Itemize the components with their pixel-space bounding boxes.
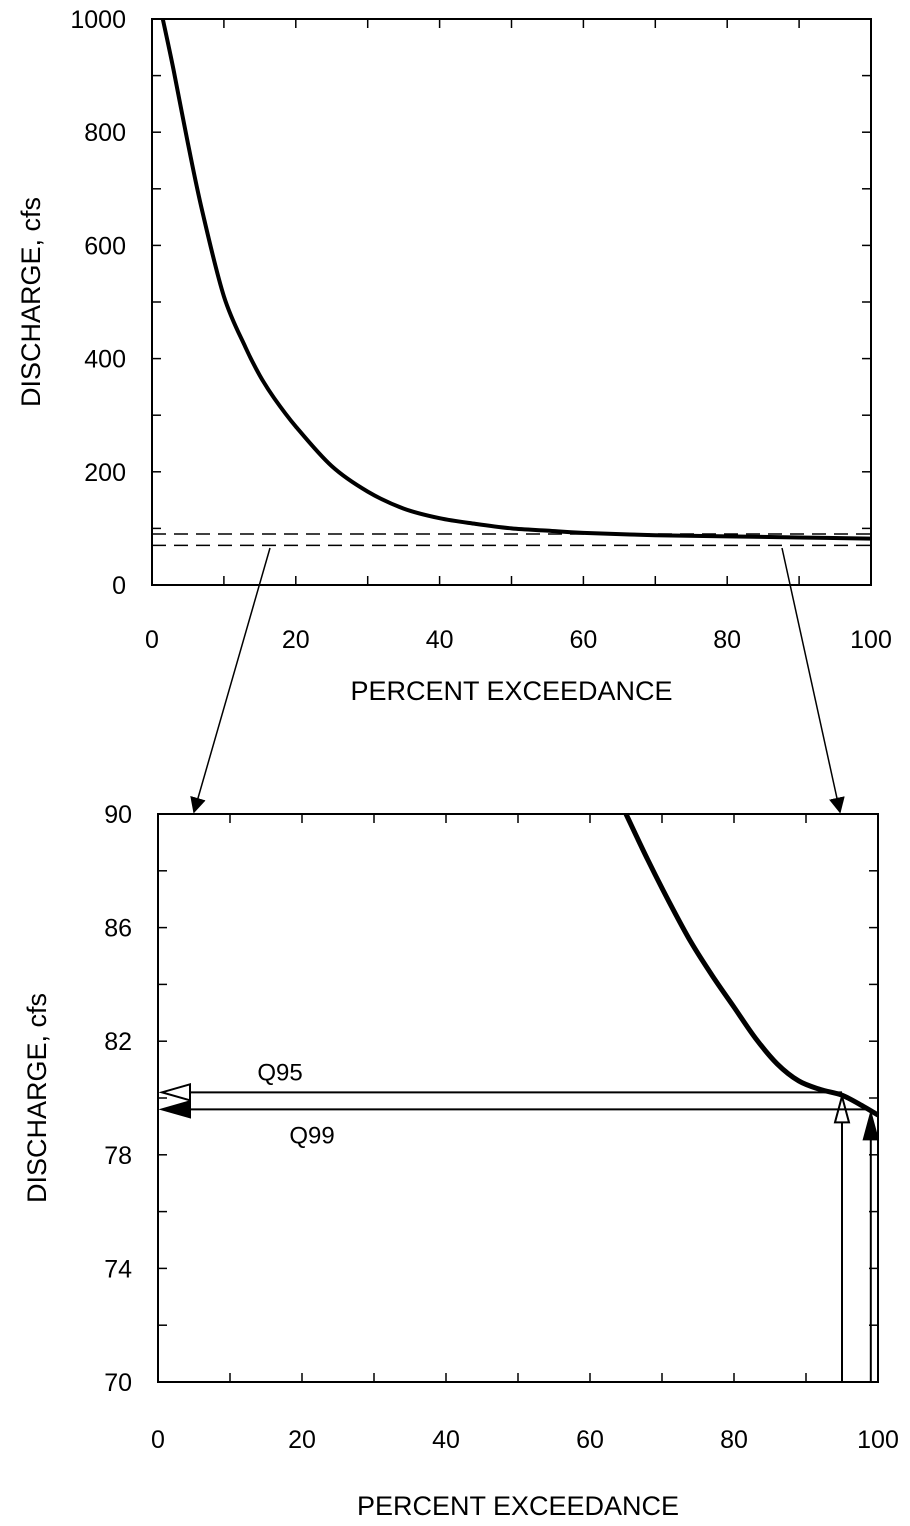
x-tick-label: 100	[850, 626, 892, 654]
x-tick-label: 20	[288, 1426, 316, 1454]
y-tick-label: 82	[104, 1028, 132, 1056]
top-y-axis-label: DISCHARGE, cfs	[16, 197, 46, 407]
x-tick-label: 80	[713, 626, 741, 654]
zoom-arrow-left	[190, 547, 271, 814]
y-tick-label: 90	[104, 801, 132, 829]
top-discharge-curve	[160, 18, 872, 541]
x-tick-label: 0	[151, 1426, 165, 1454]
q99-up-arrowhead	[862, 1109, 880, 1141]
y-tick-label: 0	[112, 572, 126, 600]
top-reference-lines	[152, 533, 871, 547]
y-tick-label: 800	[84, 119, 126, 147]
x-tick-label: 20	[282, 626, 310, 654]
bottom-annotations: Q95 Q99	[158, 1059, 880, 1382]
y-tick-label: 86	[104, 915, 132, 943]
top-x-axis-label: PERCENT EXCEEDANCE	[350, 676, 672, 706]
x-tick-label: 0	[145, 626, 159, 654]
x-tick-label: 80	[720, 1426, 748, 1454]
zoom-arrow-right	[781, 547, 845, 814]
x-tick-label: 60	[576, 1426, 604, 1454]
y-tick-label: 200	[84, 459, 126, 487]
y-tick-label: 1000	[70, 6, 126, 34]
x-tick-label: 40	[426, 626, 454, 654]
x-tick-label: 60	[569, 626, 597, 654]
top-plot-frame	[151, 18, 872, 586]
y-tick-label: 74	[104, 1255, 132, 1283]
y-tick-label: 70	[104, 1369, 132, 1397]
x-tick-label: 100	[857, 1426, 899, 1454]
bottom-discharge-curve	[623, 812, 880, 1118]
bottom-x-axis-label: PERCENT EXCEEDANCE	[357, 1491, 679, 1521]
q99-left-arrowhead	[158, 1100, 191, 1119]
bottom-tick-labels: 0 20 40 60 80 100 70 74 78 82 86 90	[104, 801, 899, 1454]
bottom-discharge-chart: 0 20 40 60 80 100 70 74 78 82 86 90 Q95 Q99 PERCENT …	[22, 801, 899, 1521]
q99-label: Q99	[289, 1122, 334, 1149]
top-axis-ticks	[151, 18, 872, 586]
y-tick-label: 600	[84, 232, 126, 260]
q95-left-arrowhead	[158, 1082, 191, 1102]
x-tick-label: 40	[432, 1426, 460, 1454]
y-tick-label: 78	[104, 1142, 132, 1170]
y-tick-label: 400	[84, 346, 126, 374]
bottom-y-axis-label: DISCHARGE, cfs	[22, 993, 52, 1203]
bottom-plot-frame	[157, 813, 879, 1383]
bottom-axis-ticks	[157, 813, 879, 1383]
q95-label: Q95	[257, 1059, 302, 1086]
